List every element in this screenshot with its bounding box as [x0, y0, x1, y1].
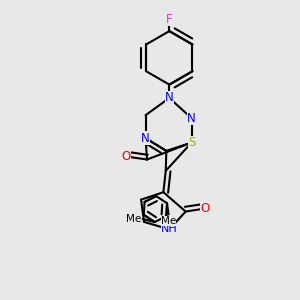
Text: N: N: [141, 132, 150, 145]
Text: O: O: [122, 150, 131, 163]
Text: Me: Me: [161, 216, 176, 226]
Text: NH: NH: [161, 224, 178, 234]
Text: S: S: [188, 136, 195, 149]
Text: F: F: [166, 13, 172, 26]
Text: N: N: [187, 112, 196, 125]
Text: O: O: [200, 202, 210, 215]
Text: Me: Me: [126, 214, 141, 224]
Text: N: N: [165, 92, 174, 104]
